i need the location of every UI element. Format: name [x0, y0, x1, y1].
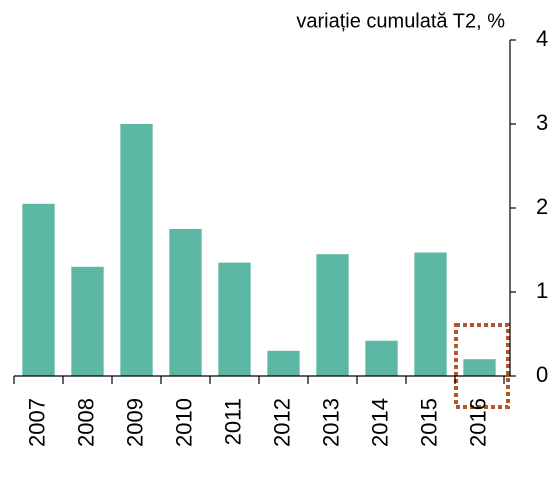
- x-tick-label: 2013: [318, 398, 343, 447]
- bar: [414, 252, 447, 376]
- bar: [120, 124, 153, 376]
- y-tick-label: 0: [536, 362, 548, 387]
- chart-title: variație cumulată T2, %: [296, 10, 505, 32]
- bar: [316, 254, 349, 376]
- bar: [463, 359, 496, 376]
- x-tick-label: 2008: [73, 398, 98, 447]
- bar: [218, 262, 251, 376]
- x-tick-label: 2009: [122, 398, 147, 447]
- y-tick-label: 2: [536, 194, 548, 219]
- bar: [169, 229, 202, 376]
- x-tick-label: 2010: [171, 398, 196, 447]
- bar: [365, 340, 398, 376]
- x-tick-label: 2016: [465, 398, 490, 447]
- x-tick-label: 2014: [367, 398, 392, 447]
- bar: [22, 203, 55, 376]
- y-tick-label: 3: [536, 110, 548, 135]
- x-tick-label: 2007: [24, 398, 49, 447]
- bar: [267, 350, 300, 376]
- y-tick-label: 1: [536, 278, 548, 303]
- bar: [71, 266, 104, 376]
- highlight-box: [454, 323, 510, 409]
- x-tick-label: 2011: [220, 398, 245, 445]
- y-tick-label: 4: [536, 26, 548, 51]
- x-tick-label: 2015: [416, 398, 441, 447]
- x-tick-label: 2012: [269, 398, 294, 447]
